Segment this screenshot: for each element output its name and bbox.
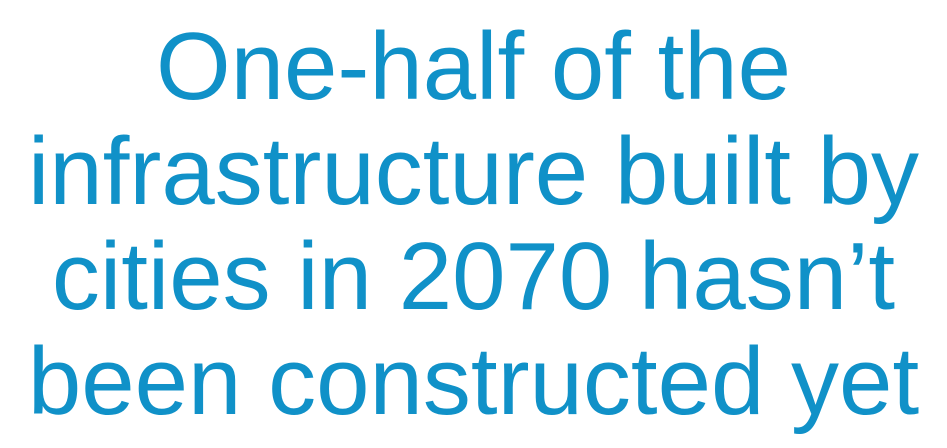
headline-line: One-half of the [155,13,792,120]
headline-line: been constructed yet [27,328,920,435]
headline-line: infrastructure built by [27,118,920,225]
headline-line: cities in 2070 hasn’t [51,223,896,330]
